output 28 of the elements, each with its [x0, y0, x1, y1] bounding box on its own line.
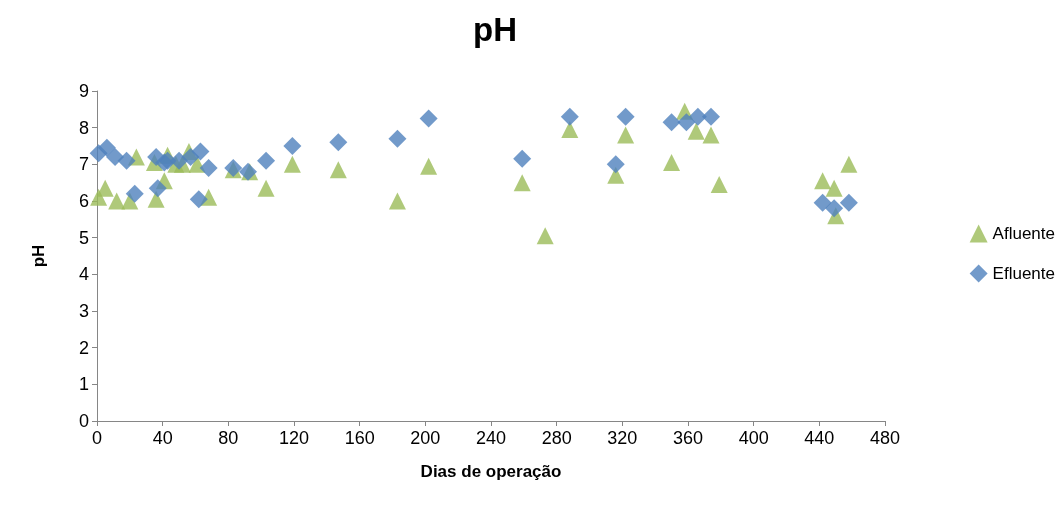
chart-title: pH: [473, 11, 517, 48]
x-tick-label: 360: [672, 428, 704, 448]
x-axis-title: Dias de operação: [420, 462, 562, 481]
x-tick-label: 160: [344, 428, 375, 448]
y-tick-label: 2: [78, 337, 89, 358]
y-tick-label: 8: [78, 117, 89, 138]
x-tick-label: 480: [869, 428, 901, 448]
x-tick-label: 400: [738, 428, 769, 448]
legend-label: Afluente: [992, 224, 1056, 243]
y-tick-label: 4: [78, 264, 89, 285]
y-tick-label: 3: [78, 301, 89, 321]
x-tick-label: 280: [541, 428, 572, 448]
y-axis-title: pH: [29, 244, 48, 268]
x-tick-label: 440: [804, 428, 835, 448]
y-tick-label: 0: [78, 411, 89, 431]
y-tick-label: 6: [78, 191, 89, 211]
y-tick-label: 1: [78, 374, 89, 395]
x-tick-label: 120: [278, 428, 310, 448]
x-tick-label: 40: [152, 428, 173, 448]
y-tick-label: 5: [78, 227, 89, 248]
x-tick-label: 240: [475, 428, 507, 448]
y-tick-label: 7: [78, 154, 89, 175]
x-tick-label: 0: [91, 428, 103, 448]
x-tick-label: 80: [218, 428, 239, 448]
x-tick-label: 200: [410, 428, 441, 448]
y-tick-label: 9: [78, 81, 89, 101]
x-tick-label: 320: [607, 428, 638, 448]
legend-label: Efluente: [992, 264, 1056, 283]
